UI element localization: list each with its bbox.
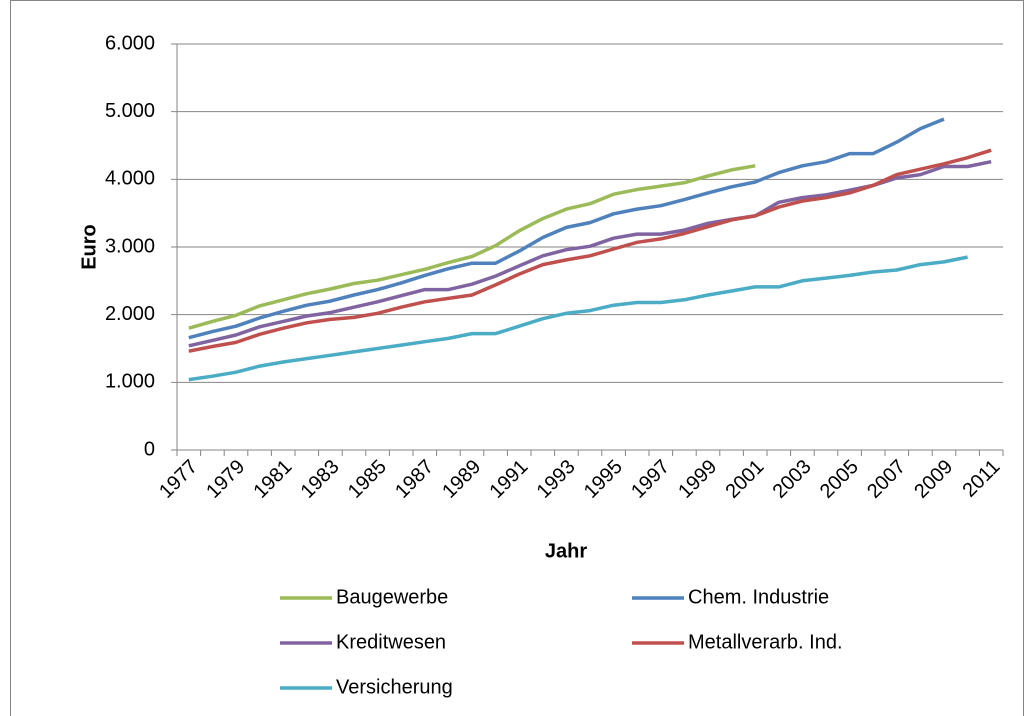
y-tick-label: 0 [144,438,155,460]
legend-label: Kreditwesen [336,631,446,653]
y-tick-label: 2.000 [105,303,155,325]
x-tick-label: 1987 [391,456,438,503]
x-tick-label: 1995 [580,456,627,503]
legend-label: Baugewerbe [336,586,448,608]
y-tick-label: 4.000 [105,168,155,190]
x-axis-title: Jahr [545,540,587,562]
y-axis-title: Euro [78,224,100,270]
y-tick-label: 1.000 [105,371,155,393]
x-tick-label: 2005 [816,456,863,503]
y-tick-label: 5.000 [105,100,155,122]
series-line [188,255,968,382]
legend-label: Metallverarb. Ind. [688,631,843,653]
x-tick-label: 1979 [202,456,249,503]
y-tick-label: 6.000 [105,32,155,54]
x-tick-label: 2009 [910,456,957,503]
series-line [188,164,756,330]
x-tick-label: 2007 [863,456,910,503]
legend-label: Versicherung [336,676,453,698]
x-tick-label: 1997 [627,456,674,503]
x-tick-label: 2001 [721,456,768,503]
x-tick-label: 1981 [249,456,296,503]
series-line [188,159,992,348]
x-tick-label: 1983 [297,456,344,503]
legend-label: Chem. Industrie [688,586,829,608]
x-tick-label: 1993 [533,456,580,503]
y-tick-label: 3.000 [105,235,155,257]
x-tick-label: 2011 [958,456,1004,502]
x-tick-label: 1999 [674,456,721,503]
x-tick-label: 1977 [155,456,202,503]
chart-frame [10,0,1024,716]
series-line [188,148,992,353]
x-tick-label: 2003 [769,456,816,503]
x-tick-label: 1991 [485,456,532,503]
x-tick-label: 1985 [344,456,391,503]
series-line [188,117,945,340]
x-tick-label: 1989 [438,456,485,503]
